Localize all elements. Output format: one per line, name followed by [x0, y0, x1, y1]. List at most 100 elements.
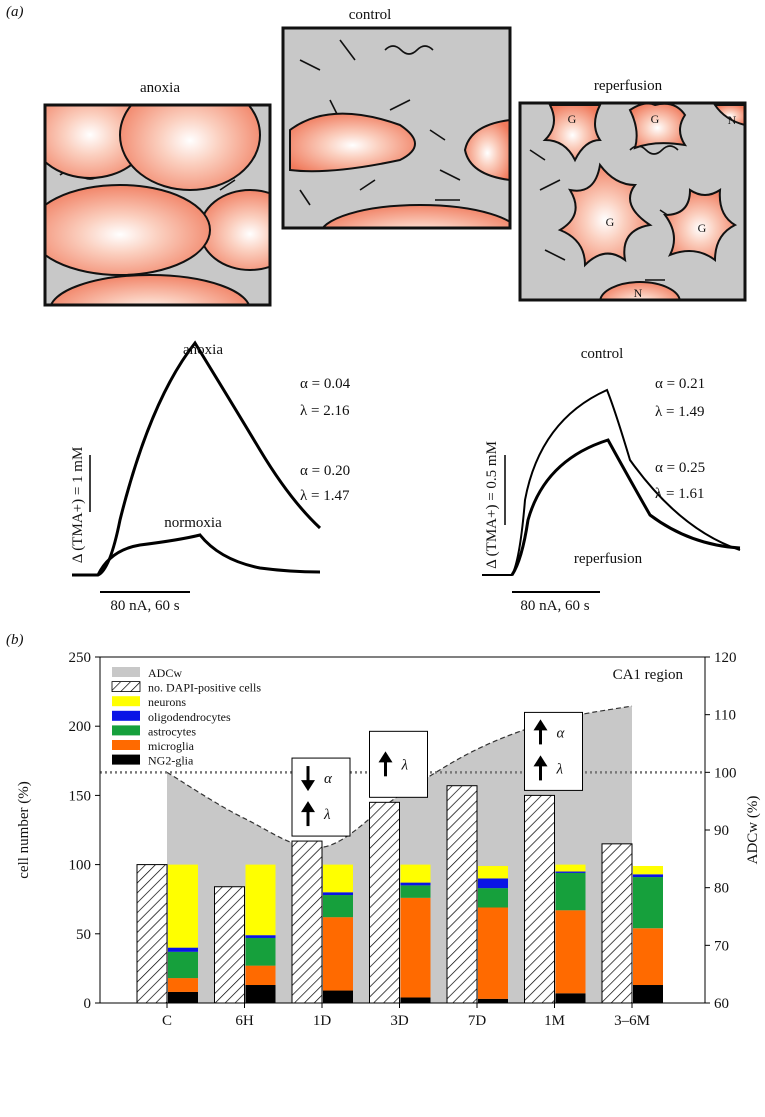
stack-segment: [168, 991, 198, 1003]
curve-label: control: [581, 346, 624, 362]
stack-segment: [478, 907, 508, 999]
param: α = 0.25: [655, 460, 705, 476]
x-tick-label: 3–6M: [614, 1013, 650, 1029]
stack-segment: [245, 937, 276, 966]
y-tick-label: 50: [76, 927, 91, 943]
legend-swatch: [112, 710, 140, 721]
traces-right: [482, 388, 741, 593]
annotation-box: [291, 757, 351, 837]
y2-tick-label: 110: [714, 708, 736, 724]
dapi-bar: [136, 864, 168, 1004]
cell-label: G: [568, 112, 577, 126]
annotation-symbol: λ: [323, 807, 331, 823]
stack-segment: [245, 935, 276, 938]
x-tick-label: 6H: [235, 1013, 254, 1029]
x-tick-label: 1D: [313, 1013, 332, 1029]
legend-label: oligodendrocytes: [148, 710, 231, 724]
cell-label: G: [606, 215, 615, 229]
cell-label: N: [728, 113, 737, 127]
arrow-head: [533, 755, 548, 767]
y2-tick-label: 120: [714, 650, 737, 666]
schematic-reperfusion: [520, 103, 745, 300]
scale-label: Δ (TMA+) = 0.5 mM: [484, 441, 500, 569]
annotation-symbol: α: [324, 771, 333, 787]
y-tick-label: 150: [69, 788, 92, 804]
stack-segment: [555, 872, 586, 911]
x-tick-label: 7D: [468, 1013, 487, 1029]
legend-label: NG2-glia: [148, 754, 194, 768]
dapi-bar: [214, 886, 245, 1004]
annotation-symbol: λ: [401, 757, 409, 773]
stack-segment: [400, 882, 431, 886]
stack-segment: [245, 985, 276, 1003]
stack-segment: [555, 993, 586, 1003]
dapi-bar: [524, 794, 555, 1004]
cell-label: G: [651, 112, 660, 126]
legend-swatch: [112, 740, 140, 750]
y-axis-label: cell number (%): [16, 781, 32, 878]
traces-left: [72, 340, 322, 593]
schematic-frame: [281, 26, 512, 230]
stack-segment: [478, 865, 508, 879]
stack-segment: [633, 985, 663, 1003]
y2-tick-label: 100: [714, 765, 737, 781]
stack-segment: [555, 910, 586, 994]
stack-segment: [555, 864, 586, 872]
stack-segment: [323, 864, 353, 893]
panel-label: (a): [6, 4, 24, 20]
legend-swatch: [112, 725, 140, 736]
arrow-head: [301, 801, 315, 813]
param: α = 0.21: [655, 376, 705, 392]
legend-label: neurons: [148, 695, 186, 709]
stack-segment: [168, 951, 198, 979]
annotation-symbol: λ: [556, 761, 564, 777]
legend-swatch: [112, 754, 140, 765]
arrow-head: [533, 719, 548, 731]
stack-segment: [168, 947, 198, 952]
legend-swatch: [112, 667, 140, 677]
stack-segment: [323, 895, 353, 918]
stack-segment: [400, 997, 431, 1003]
dapi-bar: [369, 801, 400, 1004]
y-tick-label: 0: [84, 996, 92, 1012]
stack-segment: [555, 871, 586, 873]
schematic-title: control: [349, 7, 392, 23]
stack-segment: [633, 928, 663, 986]
y-tick-label: 200: [69, 719, 92, 735]
legend-label: microglia: [148, 739, 195, 753]
stack-segment: [400, 897, 431, 998]
param: λ = 1.61: [655, 486, 704, 502]
param: λ = 1.47: [300, 488, 350, 504]
dapi-bar: [291, 840, 323, 1004]
legend-label: no. DAPI-positive cells: [148, 681, 261, 695]
time-bar-label: 80 nA, 60 s: [110, 598, 179, 614]
param: α = 0.20: [300, 463, 350, 479]
stack-segment: [478, 878, 508, 889]
schematic-anoxia: [45, 105, 270, 305]
cell-label: N: [634, 286, 643, 300]
cell-label: G: [698, 221, 707, 235]
param: α = 0.04: [300, 376, 351, 392]
stack-segment: [323, 990, 353, 1003]
panel-label: (b): [6, 632, 24, 648]
annotation-box: [524, 711, 583, 791]
stack-segment: [323, 917, 353, 991]
legend-label: astrocytes: [148, 724, 196, 738]
annotation-symbol: α: [557, 725, 566, 741]
schematic-frame: [518, 101, 747, 302]
param: λ = 2.16: [300, 403, 350, 419]
arrow-head: [301, 780, 315, 792]
x-tick-label: 1M: [544, 1013, 565, 1029]
schematic-frame: [43, 103, 272, 307]
y2-tick-label: 80: [714, 881, 729, 897]
stack-segment: [633, 865, 663, 875]
y2-tick-label: 70: [714, 938, 729, 954]
dapi-bar: [601, 843, 633, 1004]
legend-swatch: [111, 681, 141, 692]
legend-label: ADCw: [148, 666, 182, 680]
schematic-control: [283, 28, 510, 228]
annotation-box: [369, 730, 428, 798]
schematic-title: reperfusion: [594, 78, 663, 94]
param: λ = 1.49: [655, 404, 704, 420]
